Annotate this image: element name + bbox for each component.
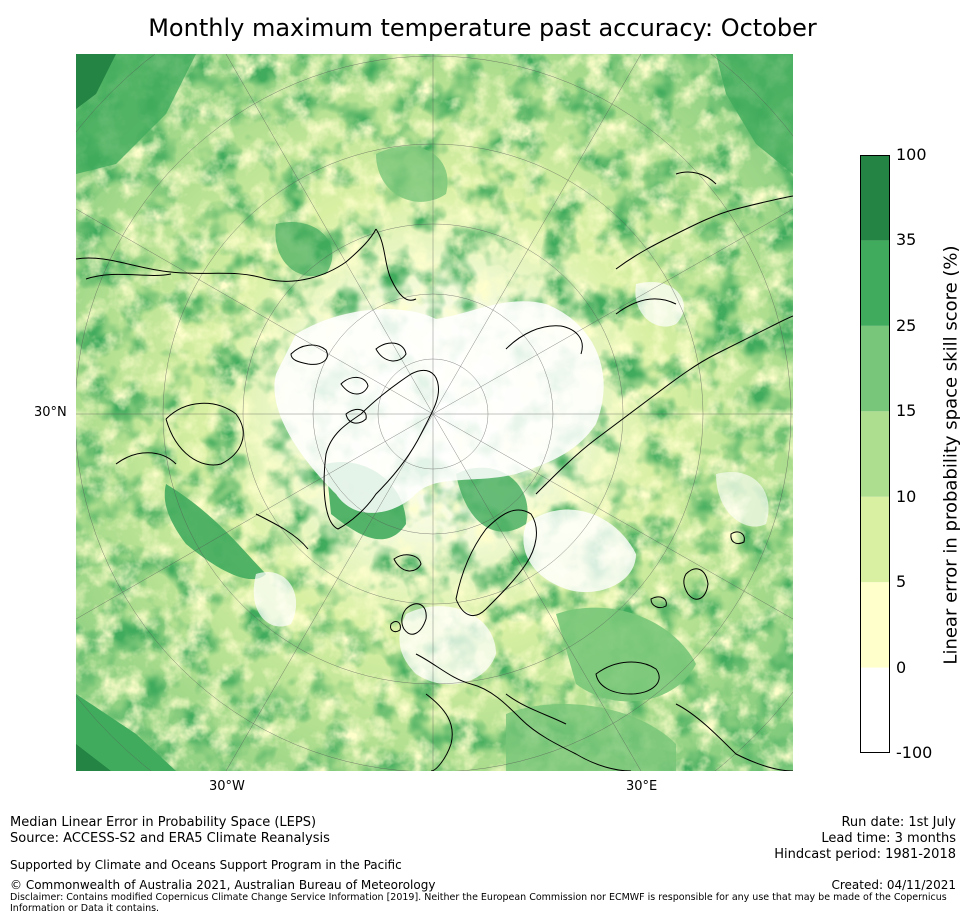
lon-label-30e: 30°E (626, 779, 657, 794)
colorbar-title: Linear error in probability space skill … (941, 245, 962, 664)
colorbar-bin (860, 668, 890, 753)
colorbar-tick-label: 5 (896, 574, 906, 590)
colorbar-tick-label: 35 (896, 232, 916, 248)
colorbar-bin (860, 155, 890, 240)
footer-created: Created: 04/11/2021 (831, 877, 956, 893)
lat-label-30n: 30°N (34, 405, 67, 420)
footer-support: Supported by Climate and Oceans Support … (10, 857, 402, 873)
colorbar-bin (860, 411, 890, 496)
colorbar-bin (860, 326, 890, 411)
footer-method-line: Median Linear Error in Probability Space… (10, 815, 330, 831)
footer-method: Median Linear Error in Probability Space… (10, 815, 330, 847)
colorbar-tick-label: 10 (896, 489, 916, 505)
colorbar (860, 155, 890, 753)
footer-lead-time: Lead time: 3 months (774, 831, 956, 847)
colorbar-tick-label: 25 (896, 318, 916, 334)
footer-source-line: Source: ACCESS-S2 and ERA5 Climate Reana… (10, 831, 330, 847)
lon-label-30w: 30°W (209, 779, 245, 794)
map-title: Monthly maximum temperature past accurac… (0, 14, 965, 42)
footer-disclaimer: Disclaimer: Contains modified Copernicus… (10, 892, 950, 914)
footer-run-info: Run date: 1st July Lead time: 3 months H… (774, 815, 956, 863)
colorbar-bin (860, 582, 890, 667)
colorbar-tick-label: 100 (896, 147, 927, 163)
colorbar-tick-label: 15 (896, 403, 916, 419)
colorbar-bin (860, 497, 890, 582)
colorbar-bin (860, 240, 890, 325)
footer-hindcast: Hindcast period: 1981-2018 (774, 847, 956, 863)
footer-run-date: Run date: 1st July (774, 815, 956, 831)
footer-copyright: © Commonwealth of Australia 2021, Austra… (10, 877, 435, 893)
colorbar-tick-label: 0 (896, 660, 906, 676)
colorbar-tick-label: -100 (896, 745, 932, 761)
polar-map (76, 54, 793, 771)
map-canvas (76, 54, 793, 771)
